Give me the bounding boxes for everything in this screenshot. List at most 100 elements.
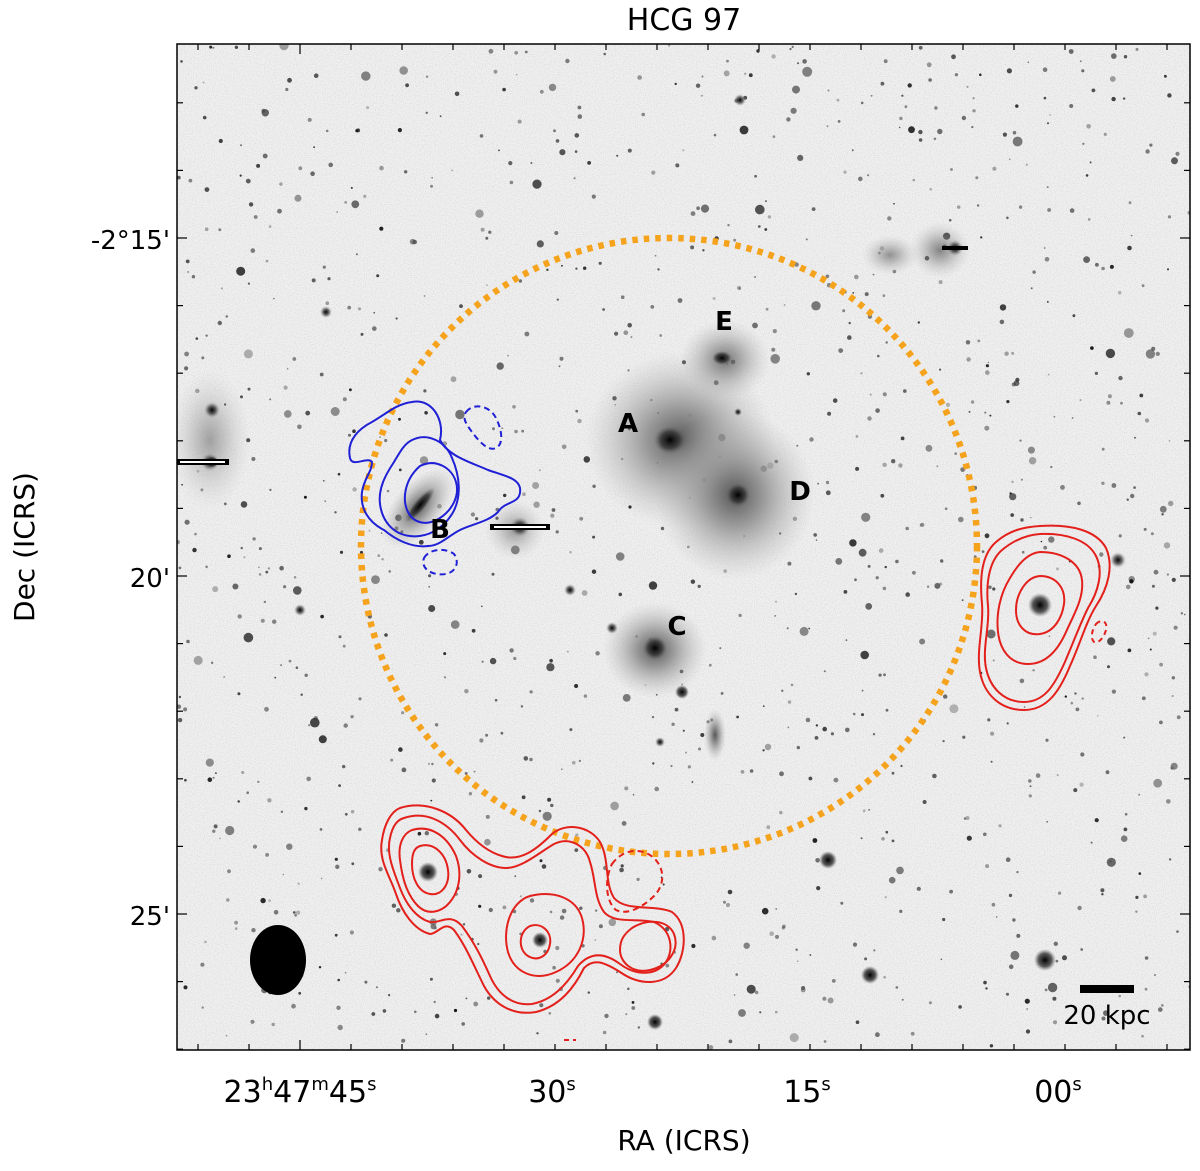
background-source	[880, 81, 885, 86]
background-source	[548, 83, 557, 92]
background-source	[825, 274, 830, 279]
background-source	[484, 838, 491, 846]
red-south-contour-1	[380, 804, 685, 1014]
background-source	[631, 1006, 636, 1010]
background-source	[701, 75, 704, 78]
background-source	[727, 224, 730, 227]
background-source	[875, 408, 880, 413]
background-source	[740, 770, 745, 774]
background-source	[379, 436, 381, 438]
background-source	[802, 66, 813, 77]
background-source	[867, 564, 871, 568]
background-source	[178, 566, 182, 570]
background-source	[719, 647, 722, 650]
background-source	[862, 809, 866, 813]
background-source	[186, 639, 190, 644]
background-source	[794, 592, 798, 596]
background-source	[1109, 264, 1114, 269]
background-source	[1135, 910, 1138, 913]
background-source	[966, 85, 969, 88]
x-tick-label: 30s	[528, 1074, 576, 1110]
background-source	[258, 566, 260, 569]
red-hi-contours-west	[977, 524, 1111, 712]
background-source	[636, 877, 640, 882]
background-source	[961, 599, 964, 601]
background-source	[303, 495, 307, 499]
background-source	[808, 776, 813, 781]
background-source	[462, 923, 466, 926]
background-source	[1006, 68, 1013, 74]
background-source	[940, 559, 944, 563]
background-source	[968, 410, 971, 413]
background-source	[194, 86, 198, 90]
background-source	[300, 693, 303, 696]
galaxy-halos	[177, 222, 970, 761]
background-source	[1020, 478, 1023, 481]
background-source	[536, 240, 544, 248]
red-south-contour-4	[410, 844, 450, 896]
background-source	[1074, 692, 1077, 695]
background-source	[292, 357, 297, 361]
background-source	[1129, 579, 1134, 584]
background-source	[976, 204, 980, 207]
background-source	[648, 581, 658, 590]
background-source	[575, 409, 579, 413]
background-source	[493, 69, 498, 74]
background-source	[860, 650, 869, 660]
background-source	[561, 908, 567, 914]
background-source	[252, 844, 258, 849]
background-source	[1151, 346, 1156, 351]
background-source	[595, 909, 598, 912]
x-axis-label: RA (ICRS)	[617, 1124, 750, 1157]
background-source	[895, 559, 899, 564]
x-tick-label: 00s	[1034, 1074, 1082, 1110]
background-source	[1141, 284, 1145, 288]
y-tick-label: 20'	[130, 564, 170, 594]
background-source	[826, 125, 829, 128]
background-source	[1025, 163, 1028, 166]
background-source	[966, 357, 971, 362]
background-source	[247, 387, 251, 391]
background-source	[337, 472, 341, 476]
background-source	[429, 977, 433, 981]
background-source	[294, 914, 297, 917]
background-source	[351, 862, 355, 866]
background-source	[334, 857, 338, 861]
background-source	[1028, 794, 1032, 798]
background-source	[1134, 436, 1136, 439]
background-source	[1032, 669, 1035, 672]
y-tick-label: 25'	[130, 902, 170, 932]
background-source	[478, 904, 482, 908]
bottom-galaxy	[647, 1014, 663, 1030]
background-source	[1144, 672, 1149, 677]
background-source	[201, 356, 205, 360]
background-source	[708, 663, 712, 667]
background-source	[864, 292, 869, 297]
background-source	[984, 411, 987, 414]
background-source	[988, 585, 992, 589]
background-source	[1069, 208, 1075, 213]
background-source	[865, 603, 873, 610]
background-source	[291, 1003, 296, 1009]
background-source	[792, 85, 800, 94]
red-hi-contours-south	[380, 804, 685, 1041]
background-source	[1094, 371, 1098, 375]
star	[655, 737, 665, 747]
background-source	[561, 768, 563, 770]
background-source	[723, 70, 730, 77]
background-source	[260, 897, 266, 904]
background-source	[572, 760, 576, 765]
background-source	[937, 128, 943, 135]
background-source	[733, 238, 737, 242]
background-source	[691, 943, 696, 949]
background-source	[1144, 987, 1148, 991]
background-source	[1144, 418, 1150, 423]
background-source	[696, 206, 700, 210]
background-source	[1106, 400, 1111, 405]
background-source	[424, 831, 429, 836]
background-source	[1055, 959, 1059, 963]
background-source	[298, 991, 302, 995]
background-source	[711, 935, 717, 941]
background-source	[358, 307, 361, 311]
red-west-contour-3	[996, 550, 1084, 666]
